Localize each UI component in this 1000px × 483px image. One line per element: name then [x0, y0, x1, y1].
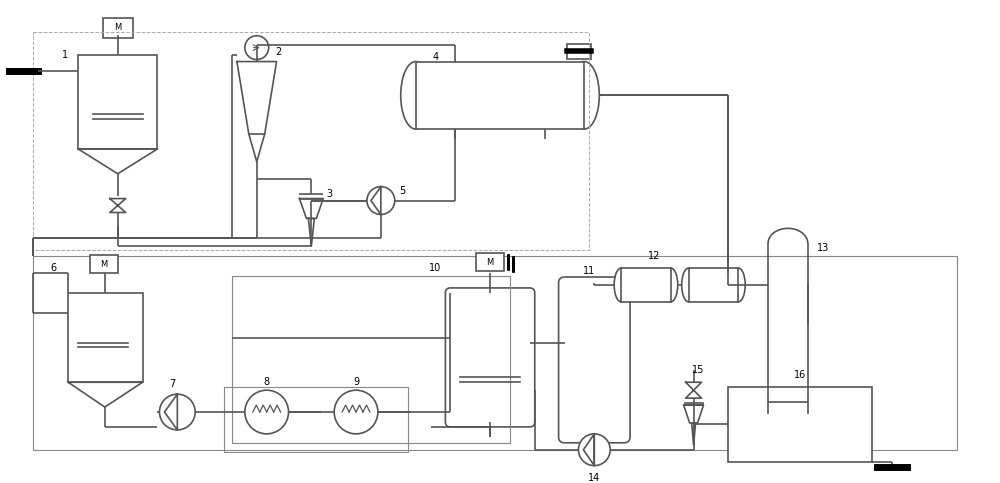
- Ellipse shape: [664, 268, 678, 302]
- Circle shape: [578, 434, 610, 466]
- Bar: [68, 293, 143, 382]
- Text: 7: 7: [169, 379, 175, 389]
- Text: 15: 15: [692, 365, 705, 375]
- Bar: [232, 276, 510, 443]
- Text: 9: 9: [353, 377, 359, 387]
- Circle shape: [367, 186, 395, 214]
- Bar: [33, 256, 957, 450]
- Text: M: M: [486, 257, 494, 267]
- Bar: [476, 253, 504, 271]
- Text: 5: 5: [400, 185, 406, 196]
- Ellipse shape: [731, 268, 745, 302]
- Bar: [78, 55, 157, 149]
- Text: M: M: [114, 23, 121, 32]
- Text: 14: 14: [588, 472, 600, 483]
- Ellipse shape: [569, 61, 599, 129]
- Text: 6: 6: [50, 263, 56, 273]
- Ellipse shape: [614, 268, 628, 302]
- Bar: [33, 32, 589, 250]
- Text: 3: 3: [326, 188, 332, 199]
- Circle shape: [334, 390, 378, 434]
- Text: 11: 11: [583, 266, 595, 276]
- Text: 4: 4: [432, 52, 439, 62]
- Bar: [90, 255, 118, 273]
- Bar: [621, 268, 671, 302]
- Text: 2: 2: [275, 47, 282, 57]
- Bar: [567, 43, 591, 58]
- Bar: [103, 18, 133, 38]
- Text: 13: 13: [817, 243, 829, 253]
- Circle shape: [159, 394, 195, 430]
- Ellipse shape: [401, 61, 431, 129]
- Circle shape: [245, 390, 289, 434]
- Text: 16: 16: [794, 370, 806, 380]
- Bar: [416, 61, 584, 129]
- FancyBboxPatch shape: [559, 277, 630, 443]
- Circle shape: [245, 36, 269, 59]
- Text: 12: 12: [648, 251, 660, 261]
- Bar: [224, 387, 408, 452]
- Bar: [689, 268, 738, 302]
- Text: M: M: [100, 259, 107, 269]
- Text: 1: 1: [62, 50, 68, 59]
- Ellipse shape: [682, 268, 696, 302]
- Bar: [728, 387, 872, 462]
- Text: 10: 10: [429, 263, 442, 273]
- FancyBboxPatch shape: [445, 288, 535, 427]
- Text: 8: 8: [264, 377, 270, 387]
